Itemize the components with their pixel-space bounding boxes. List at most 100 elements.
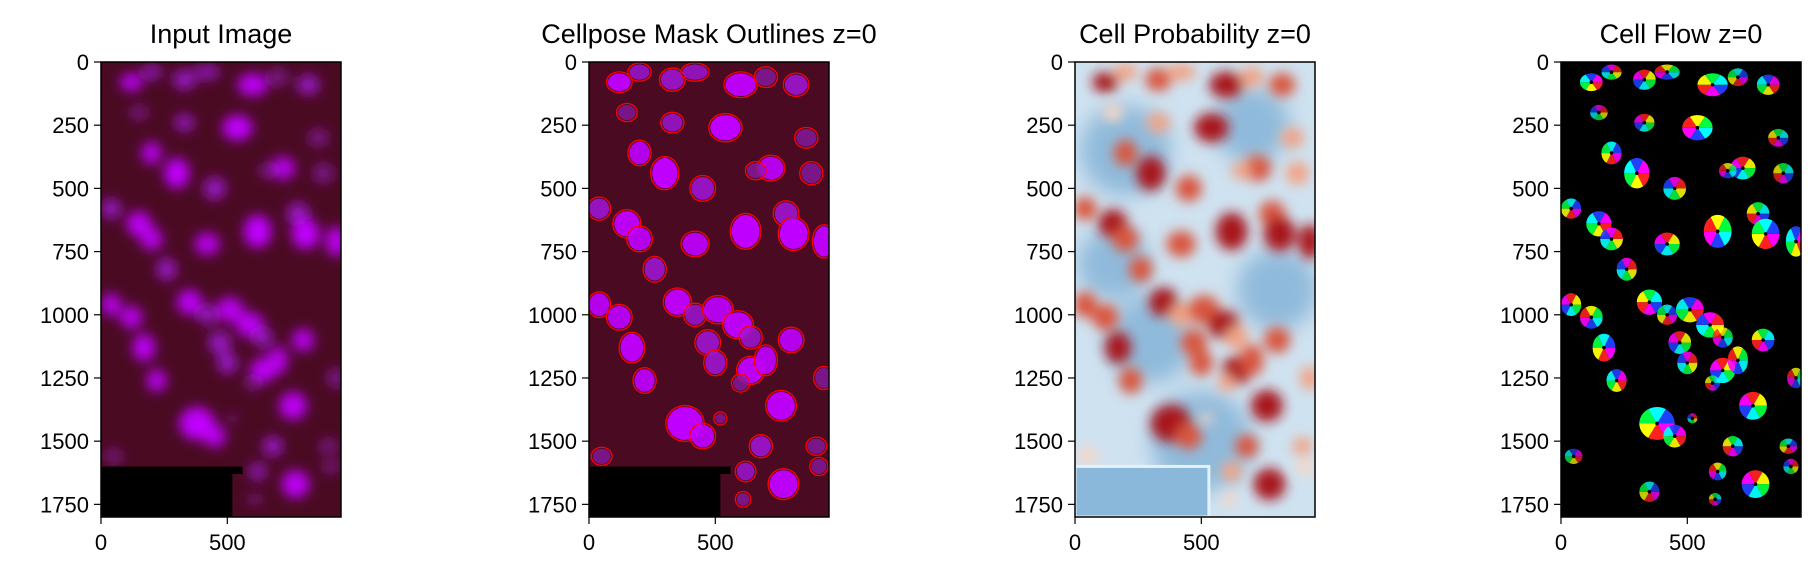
cell-flow [1746, 202, 1770, 226]
y-tick-label: 500 [1026, 176, 1063, 201]
y-tick-label: 1750 [40, 492, 89, 517]
cell-flow [1579, 305, 1603, 329]
cell [664, 289, 691, 315]
cell-flow [1722, 436, 1743, 457]
cell-flow [1654, 64, 1680, 80]
panel-flow: Cell Flow z=0025050075010001250150017500… [1500, 19, 1802, 555]
cell [308, 128, 329, 147]
image-background [101, 62, 341, 517]
cell [731, 214, 760, 248]
cell [132, 333, 156, 362]
cell-flow [1739, 391, 1767, 420]
y-tick-label: 250 [1512, 113, 1549, 138]
cell-probability [1285, 161, 1309, 185]
cell [140, 227, 163, 251]
cell-flow [1751, 218, 1780, 250]
cell-flow [1668, 331, 1692, 354]
cell-probability [1166, 63, 1196, 81]
cell [618, 104, 636, 121]
cell-probability [1180, 329, 1207, 356]
cell [801, 163, 822, 184]
y-tick-label: 250 [1026, 113, 1063, 138]
panel-image [1075, 62, 1315, 517]
panel-title: Input Image [150, 19, 293, 49]
cell-flow [1727, 68, 1748, 87]
cell-outline [730, 373, 751, 393]
cell [104, 448, 123, 464]
cell-outline [680, 62, 710, 82]
panel-image [101, 62, 341, 517]
cell [262, 436, 283, 457]
cell [325, 226, 341, 257]
cell-flow [1616, 257, 1637, 281]
cell [245, 375, 261, 391]
cell-outline [744, 160, 767, 181]
x-tick-label: 0 [1555, 530, 1567, 555]
cell [296, 74, 320, 95]
cell-probability [1166, 230, 1196, 258]
cell-flow [1561, 293, 1582, 317]
y-tick-label: 500 [540, 176, 577, 201]
cell [208, 331, 232, 354]
cell [173, 69, 196, 90]
cell [750, 436, 771, 457]
cell [691, 177, 715, 200]
cell-probability [1092, 72, 1119, 93]
cell-outline [590, 446, 613, 467]
cell-probability [1129, 256, 1153, 283]
cell [796, 128, 817, 147]
cell [691, 424, 715, 448]
cell-outline [708, 112, 743, 143]
cell-outline [764, 389, 798, 422]
cell-flow [1657, 304, 1678, 325]
cell-outline [689, 422, 717, 450]
cell-flow [1741, 470, 1770, 499]
cell [243, 214, 272, 248]
cell [685, 304, 706, 325]
cell-outline [753, 344, 779, 377]
cell-probability [1263, 216, 1296, 252]
cell-probability [1113, 139, 1138, 167]
cell-flow [1768, 128, 1789, 147]
cell-outline [627, 139, 652, 167]
y-tick-label: 1750 [528, 492, 577, 517]
cell-flow [1787, 367, 1801, 389]
cell-probability [1235, 434, 1259, 458]
cell [715, 413, 726, 424]
cell-outline [799, 160, 824, 186]
cell-probability [1146, 112, 1170, 133]
cell [291, 218, 320, 250]
axes-frame [100, 61, 342, 518]
cell [736, 492, 750, 506]
cell-flow [1751, 328, 1775, 352]
cell [652, 158, 678, 189]
cell-probability [1189, 349, 1213, 376]
cell-outline [642, 255, 667, 283]
cell-probability [1292, 437, 1313, 455]
cell-outline [627, 62, 652, 82]
cell-probability [1280, 127, 1304, 149]
cell-flow [1696, 312, 1724, 338]
cell [281, 470, 310, 499]
y-tick-label: 500 [1512, 176, 1549, 201]
cell [779, 218, 808, 250]
y-tick-label: 1750 [1014, 492, 1063, 517]
cell-probability [1217, 374, 1236, 392]
cell-flow [1663, 424, 1687, 448]
cell-flow [1624, 158, 1650, 189]
cell [237, 73, 268, 97]
cell-flow [1601, 64, 1622, 80]
cell-flow [1687, 413, 1698, 424]
cell [176, 289, 203, 315]
cell-flow [1712, 327, 1733, 348]
cell-flow [1639, 407, 1675, 440]
cell-outline [729, 212, 762, 250]
cell [736, 462, 755, 481]
cell-probability [1221, 492, 1237, 507]
cell [194, 64, 220, 80]
cell-flow [1682, 115, 1713, 141]
cell-outline [589, 291, 612, 319]
cell [725, 73, 756, 97]
cell-outline [701, 294, 734, 325]
